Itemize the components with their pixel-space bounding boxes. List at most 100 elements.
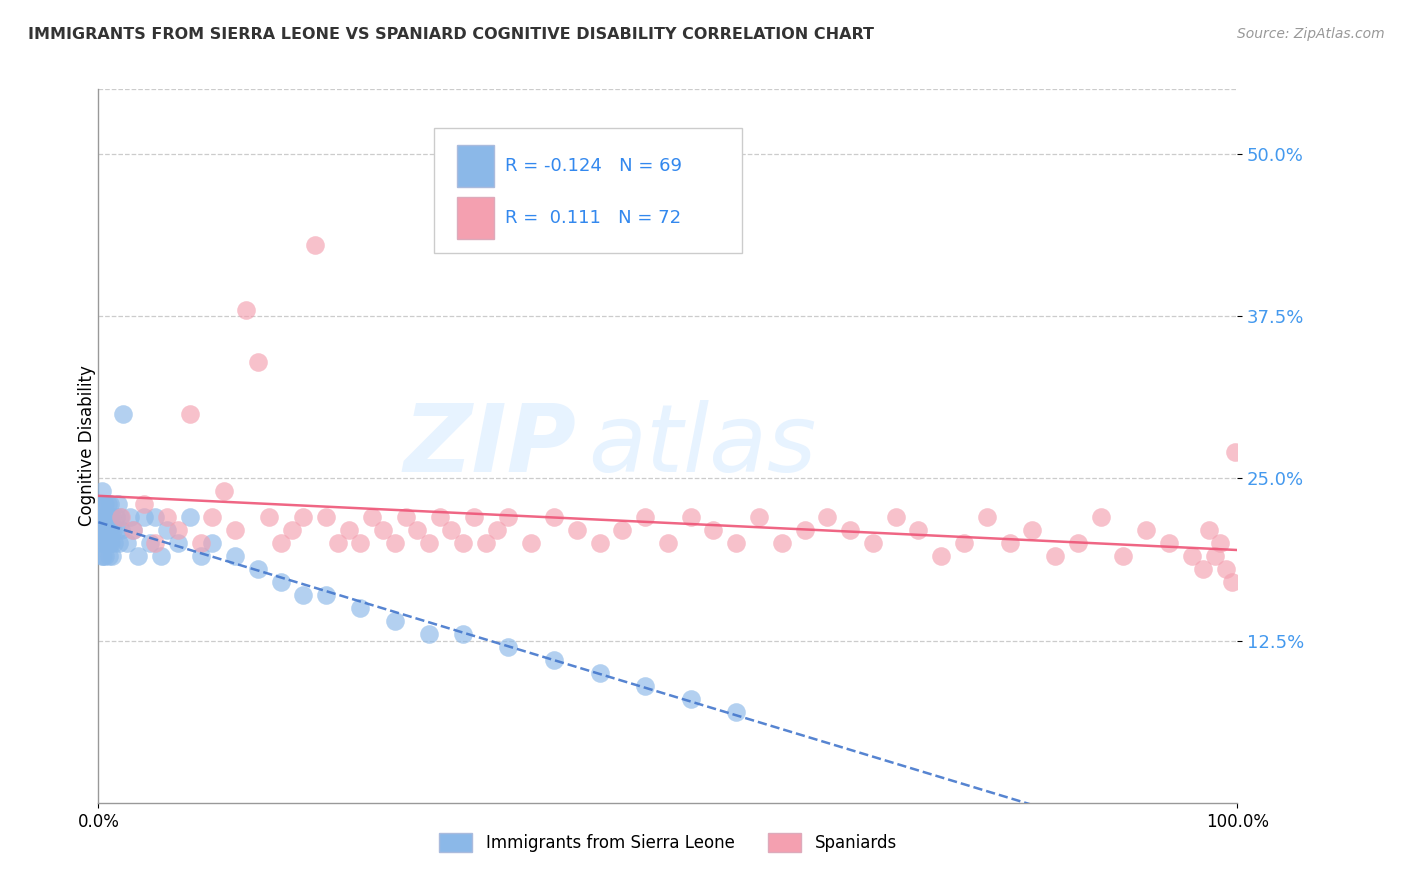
- Point: [1157, 536, 1180, 550]
- Point: [103, 536, 125, 550]
- Point: [246, 354, 269, 368]
- Point: [100, 524, 122, 538]
- Point: [93, 510, 115, 524]
- Point: [725, 705, 748, 719]
- Point: [91, 524, 114, 538]
- Point: [121, 524, 143, 538]
- Point: [815, 510, 838, 524]
- Point: [101, 549, 124, 564]
- Point: [246, 562, 269, 576]
- Point: [384, 614, 406, 628]
- Point: [451, 627, 474, 641]
- Point: [1198, 524, 1220, 538]
- Text: atlas: atlas: [588, 401, 817, 491]
- Point: [138, 536, 160, 550]
- Point: [498, 640, 520, 654]
- Point: [96, 524, 118, 538]
- Point: [498, 510, 520, 524]
- Point: [1181, 549, 1204, 564]
- Point: [702, 524, 724, 538]
- Point: [145, 536, 167, 550]
- Point: [1090, 510, 1112, 524]
- Point: [100, 536, 122, 550]
- Point: [108, 536, 131, 550]
- Point: [90, 497, 112, 511]
- Point: [270, 575, 292, 590]
- Point: [1067, 536, 1090, 550]
- Point: [90, 524, 112, 538]
- Point: [156, 524, 179, 538]
- Point: [89, 510, 111, 524]
- Point: [725, 536, 748, 550]
- Point: [212, 484, 235, 499]
- FancyBboxPatch shape: [457, 145, 494, 186]
- Point: [224, 549, 246, 564]
- Point: [96, 510, 118, 524]
- Point: [91, 510, 114, 524]
- Point: [384, 536, 406, 550]
- Point: [201, 536, 224, 550]
- Point: [337, 524, 360, 538]
- Point: [150, 549, 173, 564]
- Point: [395, 510, 418, 524]
- Point: [104, 510, 127, 524]
- Point: [167, 524, 190, 538]
- Point: [97, 524, 120, 538]
- Point: [565, 524, 588, 538]
- Point: [588, 536, 610, 550]
- Point: [94, 549, 117, 564]
- Point: [588, 666, 610, 681]
- Point: [98, 536, 121, 550]
- Point: [112, 407, 135, 421]
- Point: [110, 524, 132, 538]
- Point: [259, 510, 281, 524]
- Point: [96, 497, 118, 511]
- Point: [679, 510, 702, 524]
- Text: ZIP: ZIP: [404, 400, 576, 492]
- Point: [98, 497, 121, 511]
- Point: [120, 510, 142, 524]
- Point: [429, 510, 451, 524]
- Point: [97, 549, 120, 564]
- Point: [190, 549, 212, 564]
- Point: [281, 524, 304, 538]
- Point: [679, 692, 702, 706]
- Point: [96, 536, 118, 550]
- Point: [201, 510, 224, 524]
- Point: [474, 536, 496, 550]
- Point: [1192, 562, 1215, 576]
- Text: R = -0.124   N = 69: R = -0.124 N = 69: [505, 157, 682, 175]
- Point: [167, 536, 190, 550]
- Point: [1215, 562, 1237, 576]
- Point: [657, 536, 679, 550]
- Point: [418, 627, 440, 641]
- Point: [793, 524, 815, 538]
- Point: [1135, 524, 1157, 538]
- Point: [884, 510, 907, 524]
- Point: [543, 653, 565, 667]
- Point: [94, 524, 117, 538]
- Point: [326, 536, 349, 550]
- Point: [292, 588, 315, 602]
- Point: [179, 407, 201, 421]
- Text: IMMIGRANTS FROM SIERRA LEONE VS SPANIARD COGNITIVE DISABILITY CORRELATION CHART: IMMIGRANTS FROM SIERRA LEONE VS SPANIARD…: [28, 27, 875, 42]
- Point: [1223, 445, 1246, 459]
- Point: [349, 536, 371, 550]
- Point: [406, 524, 429, 538]
- Point: [110, 510, 132, 524]
- Text: R =  0.111   N = 72: R = 0.111 N = 72: [505, 209, 681, 227]
- Point: [93, 497, 115, 511]
- Point: [1043, 549, 1066, 564]
- Legend: Immigrants from Sierra Leone, Spaniards: Immigrants from Sierra Leone, Spaniards: [432, 826, 904, 859]
- Point: [440, 524, 463, 538]
- Point: [543, 510, 565, 524]
- Point: [486, 524, 509, 538]
- FancyBboxPatch shape: [434, 128, 742, 253]
- Point: [127, 549, 149, 564]
- Point: [101, 510, 124, 524]
- Point: [132, 497, 155, 511]
- Point: [292, 510, 315, 524]
- Point: [349, 601, 371, 615]
- Point: [1204, 549, 1226, 564]
- Point: [976, 510, 998, 524]
